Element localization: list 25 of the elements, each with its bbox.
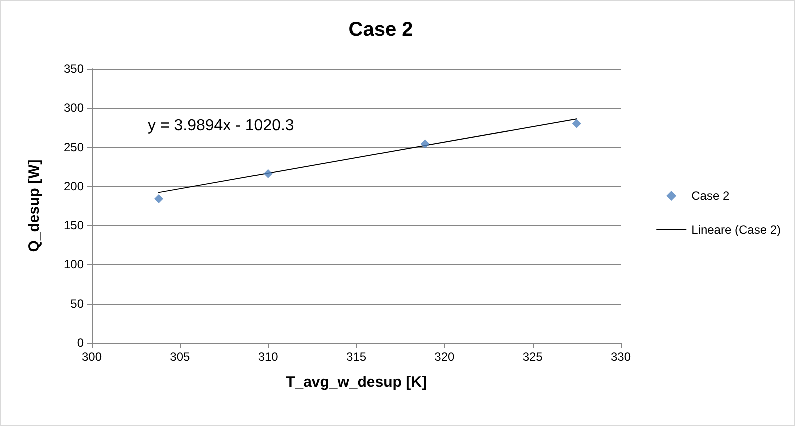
- x-tick-label: 330: [610, 350, 632, 364]
- x-axis-title: T_avg_w_desup [K]: [286, 374, 427, 391]
- y-tick-label: 100: [64, 258, 84, 272]
- x-tick-label: 325: [522, 350, 544, 364]
- annotation: y = 3.9894x - 1020.3: [148, 118, 294, 134]
- x-tick-label: 300: [82, 350, 102, 364]
- y-tick-label: 300: [64, 101, 84, 116]
- point: [420, 140, 430, 149]
- point: [154, 194, 164, 204]
- x-tick-label: 320: [434, 350, 455, 364]
- x-tick-label: 315: [346, 350, 367, 364]
- y-axis-title: Q_desup [W]: [26, 160, 43, 252]
- chart-title: Case 2: [348, 19, 414, 41]
- y-tick-label: 200: [64, 179, 84, 194]
- point: [572, 119, 582, 128]
- legend-label: Case 2: [692, 189, 730, 203]
- point: [264, 169, 273, 178]
- y-tick-label: 350: [64, 62, 84, 76]
- x-tick-label: 310: [258, 350, 279, 364]
- y-tick-label: 250: [64, 140, 84, 154]
- x-tick-label: 305: [170, 350, 190, 364]
- legend-label: Lineare (Case 2): [692, 223, 782, 237]
- y-tick-label: 0: [77, 336, 84, 350]
- y-tick-label: 150: [64, 218, 84, 233]
- y-tick-label: 50: [70, 296, 84, 311]
